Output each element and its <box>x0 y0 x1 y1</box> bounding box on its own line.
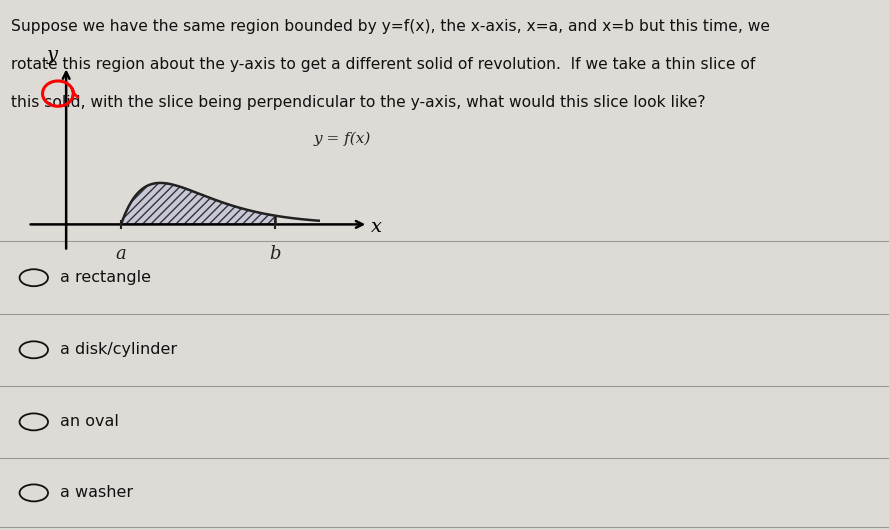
Text: a washer: a washer <box>60 485 133 500</box>
Polygon shape <box>121 183 275 224</box>
Text: this solid, with the slice being perpendicular to the y-axis, what would this sl: this solid, with the slice being perpend… <box>11 95 705 110</box>
Text: Suppose we have the same region bounded by y=f(x), the x-axis, x=a, and x=b but : Suppose we have the same region bounded … <box>11 19 770 33</box>
Text: an oval: an oval <box>60 414 119 429</box>
Text: a rectangle: a rectangle <box>60 270 151 285</box>
Text: y: y <box>47 46 58 64</box>
Text: x: x <box>371 218 382 236</box>
Text: a disk/cylinder: a disk/cylinder <box>60 342 178 357</box>
Text: rotate this region about the y-axis to get a different solid of revolution.  If : rotate this region about the y-axis to g… <box>11 57 755 72</box>
Text: b: b <box>269 245 281 263</box>
Text: a: a <box>116 245 126 263</box>
Text: y = f(x): y = f(x) <box>313 131 371 146</box>
